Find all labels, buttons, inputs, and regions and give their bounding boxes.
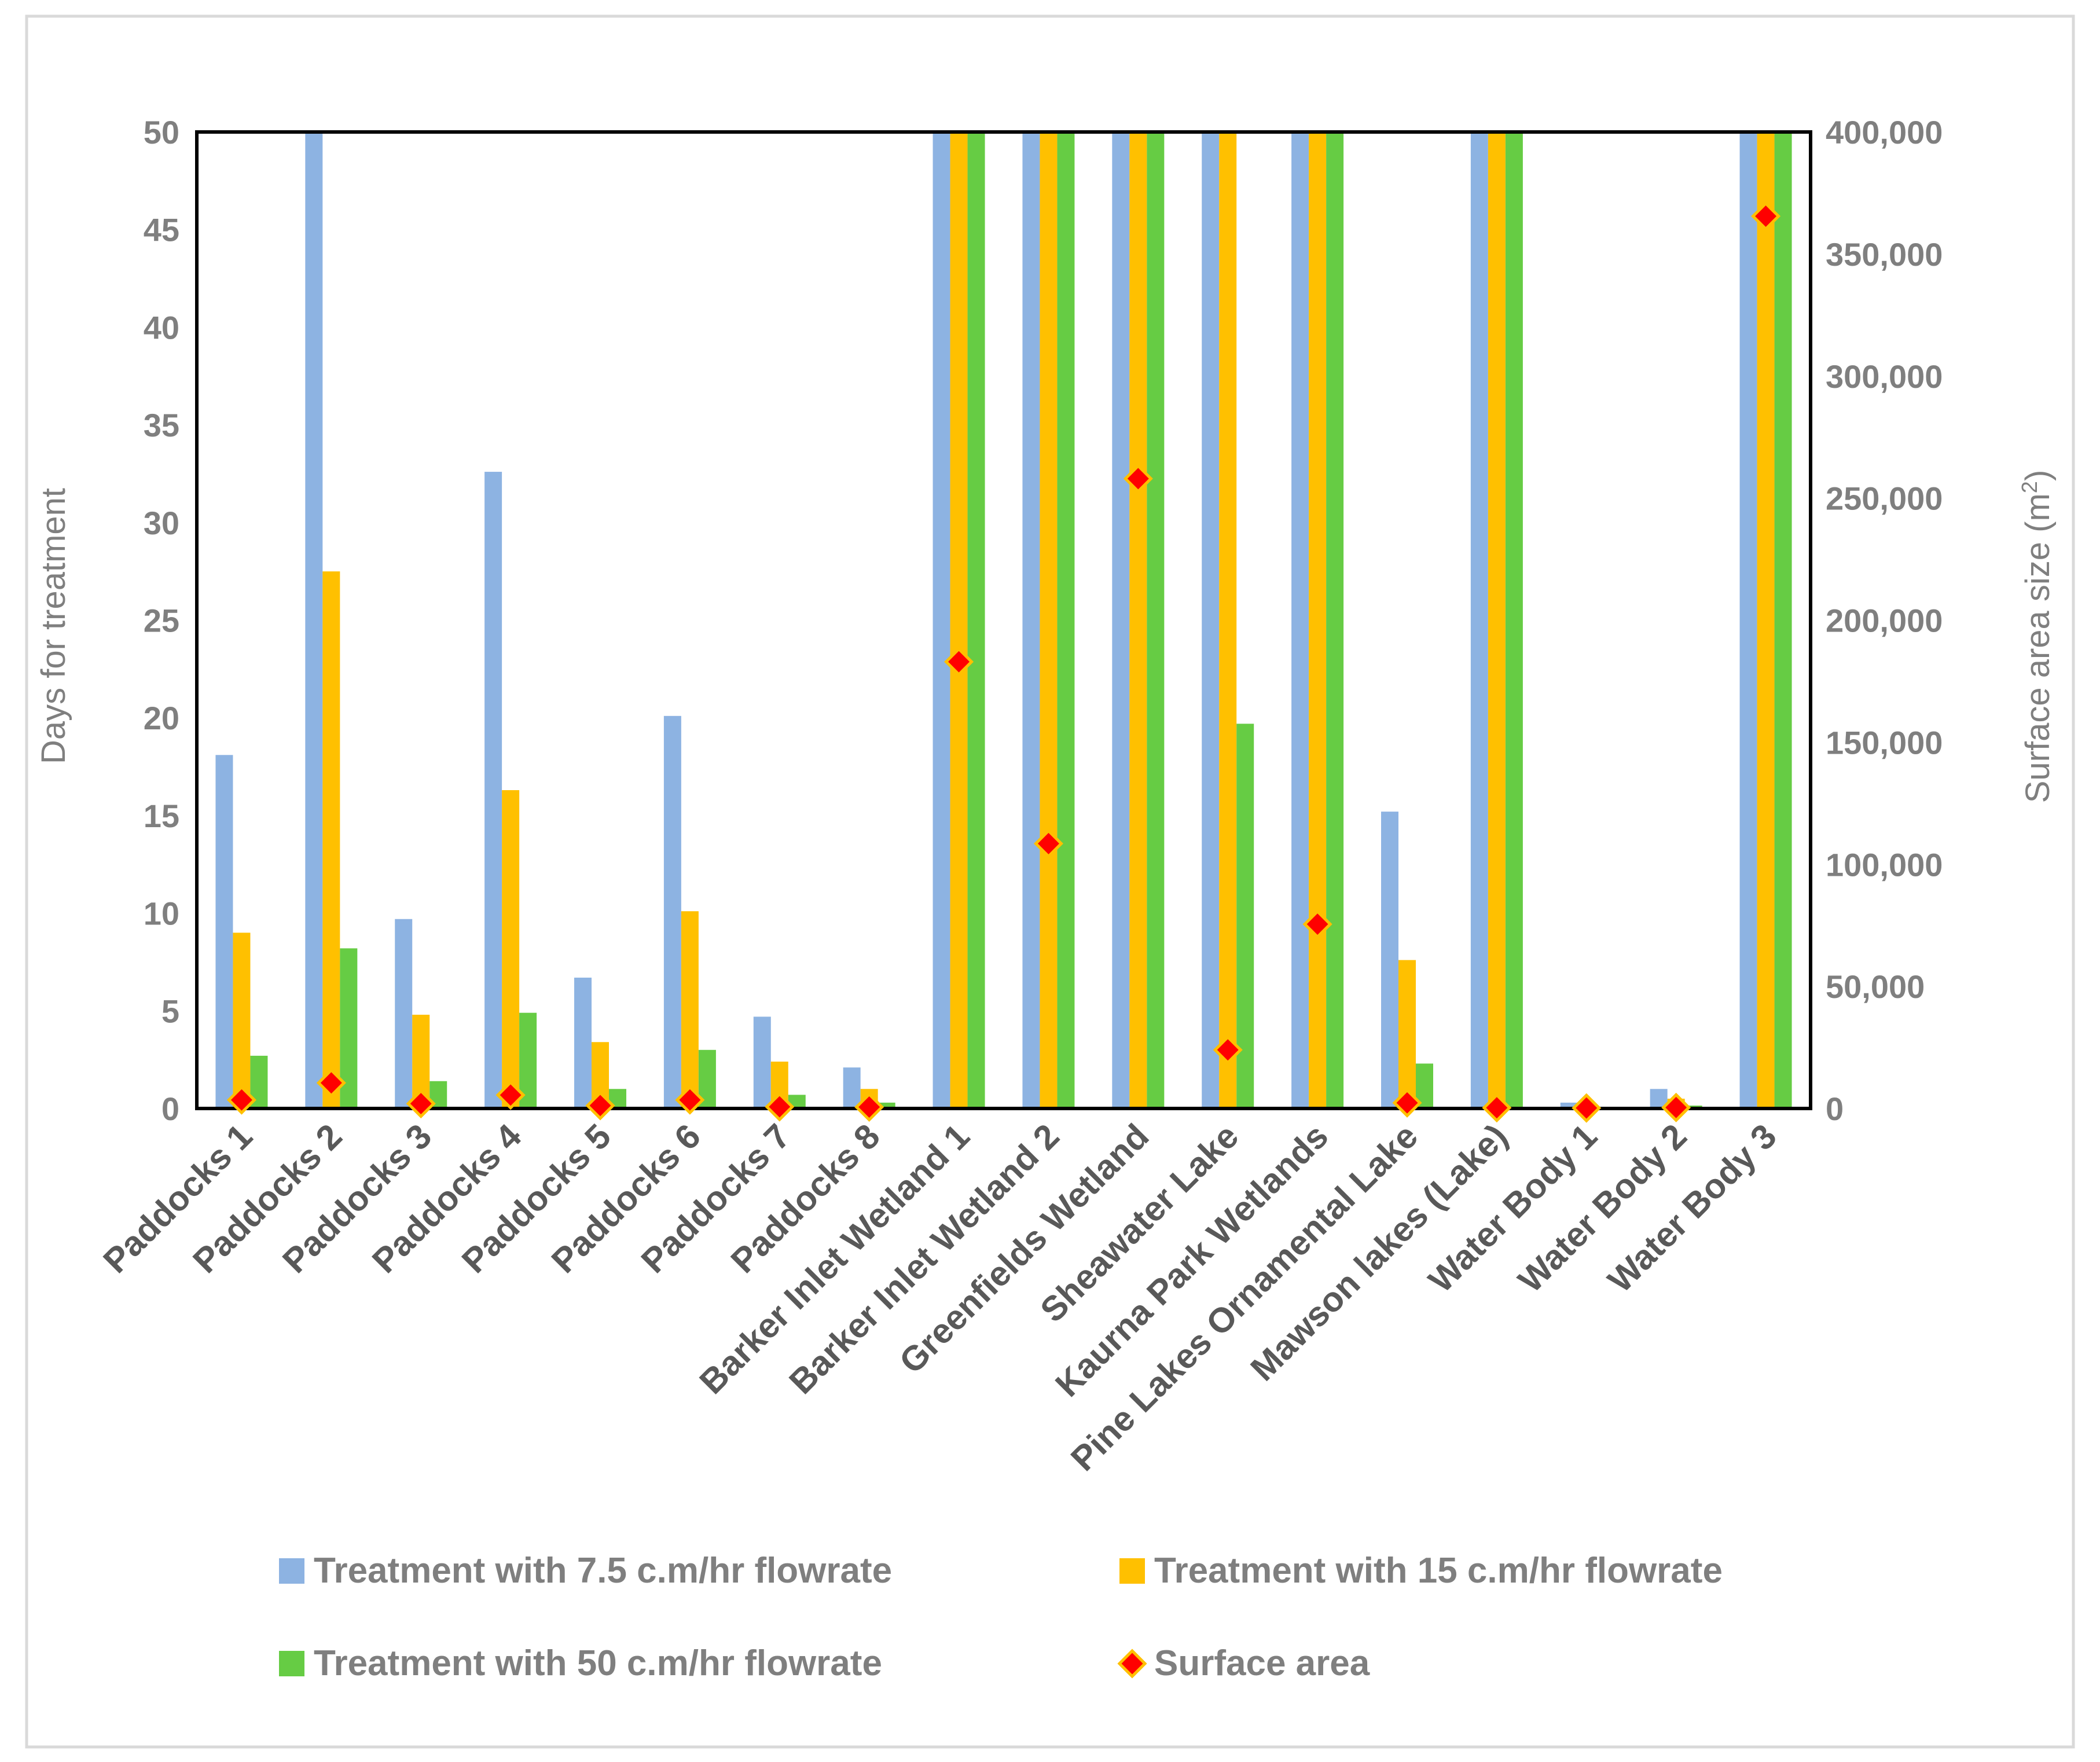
right-tick-label-7: 350,000 (1826, 236, 1943, 273)
bar-s1-9 (932, 132, 950, 1108)
legend-label-4: Surface area (1154, 1643, 1370, 1683)
bar-s1-10 (1022, 132, 1040, 1108)
bar-s2-9 (950, 132, 968, 1108)
left-tick-label-25: 25 (144, 603, 179, 639)
bar-s1-2 (305, 132, 323, 1108)
legend-label-1: Treatment with 7.5 c.m/hr flowrate (314, 1551, 892, 1591)
surface-area-marker-8 (854, 1092, 884, 1122)
surface-area-marker-14 (1392, 1088, 1422, 1118)
bar-s1-8 (843, 1067, 861, 1108)
bar-s1-13 (1291, 132, 1309, 1108)
surface-area-marker-3 (406, 1089, 436, 1119)
surface-area-marker-7 (765, 1092, 795, 1122)
surface-area-marker-16 (1572, 1093, 1602, 1123)
bar-s1-6 (663, 715, 681, 1108)
bar-s3-11 (1147, 132, 1165, 1108)
left-tick-label-40: 40 (144, 309, 179, 346)
legend-label-3: Treatment with 50 c.m/hr flowrate (314, 1643, 882, 1683)
legend-swatch-1 (279, 1558, 304, 1584)
left-tick-label-10: 10 (144, 895, 179, 932)
bar-s3-10 (1057, 132, 1075, 1108)
legend-swatch-4 (1117, 1649, 1147, 1679)
left-axis-title: Days for treatment (35, 488, 72, 764)
bar-s2-1 (233, 933, 251, 1108)
bar-s3-13 (1326, 132, 1344, 1108)
surface-area-marker-18 (1751, 201, 1781, 232)
left-tick-label-30: 30 (144, 505, 179, 541)
right-tick-label-4: 200,000 (1826, 603, 1943, 639)
bar-s2-14 (1398, 960, 1416, 1108)
bar-s3-18 (1774, 132, 1792, 1108)
surface-area-marker-10 (1033, 828, 1063, 858)
right-tick-label-2: 100,000 (1826, 846, 1943, 883)
surface-area-marker-1 (226, 1085, 256, 1115)
surface-area-marker-2 (316, 1068, 346, 1098)
left-tick-label-35: 35 (144, 407, 179, 443)
right-tick-label-1: 50,000 (1826, 968, 1925, 1005)
bar-s2-10 (1040, 132, 1058, 1108)
bar-s2-12 (1219, 132, 1237, 1108)
bar-s1-14 (1381, 812, 1398, 1108)
bar-s2-6 (681, 911, 699, 1108)
legend-swatch-2 (1119, 1558, 1145, 1584)
right-tick-label-3: 150,000 (1826, 724, 1943, 761)
bar-s1-7 (753, 1016, 771, 1108)
bar-s2-11 (1129, 132, 1147, 1108)
left-tick-label-45: 45 (144, 212, 179, 248)
surface-area-marker-6 (675, 1085, 705, 1115)
left-tick-label-0: 0 (161, 1091, 179, 1127)
plot-area-frame (195, 130, 1812, 1110)
right-tick-label-8: 400,000 (1826, 114, 1943, 150)
left-tick-label-5: 5 (161, 993, 179, 1029)
left-tick-label-20: 20 (144, 700, 179, 736)
legend-label-2: Treatment with 15 c.m/hr flowrate (1154, 1551, 1723, 1591)
bar-s2-15 (1488, 132, 1506, 1108)
surface-area-marker-12 (1213, 1035, 1243, 1065)
surface-area-marker-9 (944, 647, 974, 677)
bar-s3-12 (1236, 724, 1254, 1108)
bar-s1-16 (1560, 1102, 1578, 1108)
right-tick-label-5: 250,000 (1826, 480, 1943, 517)
surface-area-marker-4 (495, 1080, 526, 1110)
surface-area-marker-11 (1123, 464, 1153, 494)
right-tick-label-6: 300,000 (1826, 358, 1943, 395)
legend: Treatment with 7.5 c.m/hr flowrate Treatm… (279, 1551, 1723, 1683)
left-tick-label-50: 50 (144, 114, 179, 150)
bars-layer (215, 132, 1792, 1109)
left-tick-label-15: 15 (144, 798, 179, 834)
surface-area-marker-5 (585, 1091, 615, 1121)
bar-s3-15 (1505, 132, 1523, 1108)
bar-s2-13 (1309, 132, 1327, 1108)
surface-area-marker-15 (1482, 1093, 1512, 1123)
right-axis-title: Surface area size (m2) (2018, 470, 2057, 803)
bar-s2-18 (1757, 132, 1775, 1108)
bar-s1-5 (574, 977, 592, 1108)
bar-s1-3 (395, 919, 413, 1108)
bar-s1-18 (1739, 132, 1757, 1108)
markers-layer (226, 201, 1781, 1123)
surface-area-marker-13 (1302, 909, 1332, 939)
bar-s3-8 (878, 1102, 895, 1108)
left-axis-ticks: 0 5 10 15 20 25 30 35 40 45 50 (144, 114, 179, 1127)
legend-swatch-3 (279, 1651, 304, 1676)
bar-s3-9 (967, 132, 985, 1108)
bar-s1-4 (484, 472, 502, 1109)
right-axis-ticks: 0 50,000 100,000 150,000 200,000 250,000 300,0… (1826, 114, 1943, 1127)
bar-s2-4 (502, 790, 520, 1108)
bar-s2-2 (322, 571, 340, 1108)
bar-s1-11 (1112, 132, 1130, 1108)
surface-area-marker-17 (1661, 1092, 1691, 1122)
right-tick-label-0: 0 (1826, 1091, 1844, 1127)
bar-s1-1 (215, 755, 233, 1108)
bar-s1-15 (1470, 132, 1488, 1108)
bar-s1-12 (1202, 132, 1220, 1108)
